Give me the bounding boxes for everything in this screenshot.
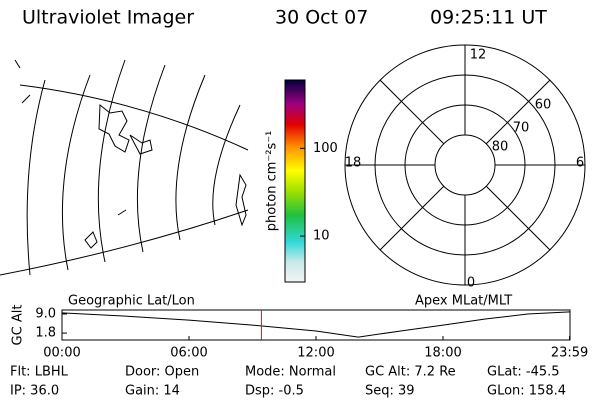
- x-tick-label: 23:59: [551, 346, 588, 361]
- plot-frame: [61, 309, 571, 341]
- y-axis-label: GC Alt: [11, 305, 26, 346]
- x-tick-label: 12:00: [297, 346, 334, 361]
- colorbar-label: photon cm⁻²s⁻¹: [265, 131, 280, 232]
- status-field: GLon: 158.4: [487, 384, 566, 399]
- colorbar-tick-label: 100: [313, 141, 338, 156]
- y-tick-label: 1.8: [35, 326, 56, 341]
- status-field: Dsp: -0.5: [245, 384, 304, 399]
- status-field: Mode: Normal: [245, 365, 336, 380]
- mlt-label: 12: [470, 48, 487, 63]
- colorbar-tick-label: 10: [313, 229, 330, 244]
- status-field: Seq: 39: [365, 384, 415, 399]
- status-field: Gain: 14: [125, 384, 180, 399]
- date: 30 Oct 07: [275, 7, 368, 29]
- lat-label: 80: [492, 140, 509, 155]
- x-tick-label: 00:00: [43, 346, 80, 361]
- y-tick-label: 9.0: [35, 306, 56, 321]
- status-field: IP: 36.0: [10, 384, 59, 399]
- map: [0, 59, 249, 276]
- mlt-label: 18: [345, 156, 362, 171]
- status-field: Flt: LBHL: [10, 365, 69, 380]
- time: 09:25:11 UT: [430, 7, 547, 29]
- mlt-label: 6: [576, 156, 584, 171]
- status-field: GC Alt: 7.2 Re: [365, 365, 456, 380]
- altitude-line: [61, 311, 571, 338]
- status-field: GLat: -45.5: [487, 365, 560, 380]
- map-label: Geographic Lat/Lon: [68, 294, 195, 309]
- x-tick-label: 06:00: [170, 346, 207, 361]
- polar-label: Apex MLat/MLT: [415, 294, 512, 309]
- title: Ultraviolet Imager: [22, 7, 194, 29]
- lat-label: 60: [535, 98, 552, 113]
- x-tick-label: 18:00: [424, 346, 461, 361]
- mlt-label: 0: [467, 276, 475, 291]
- colorbar: [284, 79, 306, 283]
- polar-grid: [344, 44, 586, 286]
- status-field: Door: Open: [125, 365, 199, 380]
- lat-label: 70: [513, 121, 530, 136]
